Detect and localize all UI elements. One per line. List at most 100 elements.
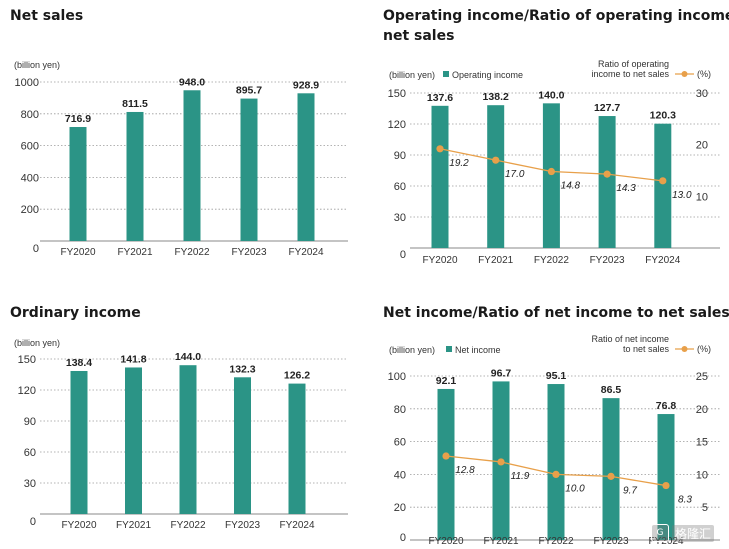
operating-income-title-line2: net sales bbox=[383, 28, 455, 44]
x-tick-2-0: FY2020 bbox=[61, 520, 96, 531]
bar-0-fy2022 bbox=[183, 90, 201, 241]
y-tick-0-2: 400 bbox=[21, 172, 39, 184]
unit-label-1: (billion yen) bbox=[389, 70, 435, 80]
ratio-label-1-0: 19.2 bbox=[449, 158, 469, 169]
watermark-logo-icon: G bbox=[651, 524, 669, 542]
bar-2-fy2020 bbox=[70, 370, 88, 514]
ratio-label-1-3: 14.3 bbox=[616, 183, 636, 194]
bar-1-fy2021 bbox=[487, 105, 505, 249]
y-tick-2-0: 0 bbox=[30, 516, 36, 528]
bar-value-label-0-4: 928.9 bbox=[293, 79, 319, 91]
legend-bar-label-1: Operating income bbox=[452, 70, 523, 80]
bar-value-label-2-4: 126.2 bbox=[284, 370, 310, 382]
ratio-point-3-4 bbox=[662, 481, 670, 490]
legend-line-label-a-1: Ratio of operating bbox=[598, 59, 669, 69]
x-tick-1-0: FY2020 bbox=[422, 255, 457, 266]
bar-1-fy2024 bbox=[654, 123, 672, 248]
x-tick-2-1: FY2021 bbox=[116, 520, 151, 531]
ratio-label-3-3: 9.7 bbox=[623, 485, 637, 496]
bar-value-label-1-2: 140.0 bbox=[538, 89, 564, 101]
right-unit-label-3: (%) bbox=[697, 344, 711, 354]
watermark: G 格隆汇 bbox=[651, 522, 727, 544]
ratio-point-1-2 bbox=[547, 167, 556, 176]
bar-3-fy2022 bbox=[547, 384, 565, 540]
x-tick-3-2: FY2022 bbox=[538, 536, 573, 547]
x-tick-0-4: FY2024 bbox=[288, 247, 323, 258]
bar-2-fy2023 bbox=[234, 377, 251, 514]
bar-value-label-3-0: 92.1 bbox=[436, 375, 457, 387]
bar-value-label-0-2: 948.0 bbox=[179, 76, 205, 88]
y-tick-0-3: 600 bbox=[21, 141, 39, 153]
x-tick-3-0: FY2020 bbox=[428, 536, 463, 547]
x-tick-2-3: FY2023 bbox=[225, 520, 260, 531]
x-tick-0-2: FY2022 bbox=[174, 247, 209, 258]
y2-tick-3-2: 15 bbox=[696, 437, 708, 449]
x-tick-3-3: FY2023 bbox=[593, 536, 628, 547]
bar-value-label-2-2: 144.0 bbox=[175, 351, 201, 363]
bar-3-fy2020 bbox=[437, 388, 455, 540]
legend-bar-swatch-1 bbox=[443, 71, 449, 77]
bar-1-fy2023 bbox=[598, 116, 616, 248]
y-tick-1-3: 90 bbox=[394, 150, 406, 162]
bar-value-label-1-4: 120.3 bbox=[650, 110, 676, 122]
ratio-label-1-1: 17.0 bbox=[505, 169, 525, 180]
bar-0-fy2020 bbox=[69, 127, 87, 241]
right-unit-label-1: (%) bbox=[697, 69, 711, 79]
y2-tick-3-3: 20 bbox=[696, 404, 708, 416]
y2-tick-1-1: 20 bbox=[696, 140, 708, 152]
bar-0-fy2023 bbox=[240, 98, 258, 241]
x-tick-1-4: FY2024 bbox=[645, 255, 680, 266]
legend-line-label-b-3: to net sales bbox=[623, 344, 670, 354]
legend-line-marker-3 bbox=[681, 346, 688, 352]
legend-line-label-a-3: Ratio of net income bbox=[591, 334, 669, 344]
y-tick-2-1: 30 bbox=[24, 478, 36, 490]
y-tick-0-1: 200 bbox=[21, 204, 39, 216]
ratio-label-3-0: 12.8 bbox=[455, 465, 475, 476]
ratio-label-1-4: 13.0 bbox=[672, 190, 692, 201]
y-tick-1-4: 120 bbox=[388, 119, 406, 131]
bar-3-fy2023 bbox=[602, 398, 620, 540]
y-tick-2-3: 90 bbox=[24, 416, 36, 428]
bar-value-label-1-3: 127.7 bbox=[594, 102, 620, 114]
y2-tick-3-0: 5 bbox=[702, 502, 708, 514]
y-tick-2-5: 150 bbox=[18, 354, 36, 366]
y-tick-2-2: 60 bbox=[24, 447, 36, 459]
bar-2-fy2021 bbox=[125, 367, 142, 514]
y-tick-1-2: 60 bbox=[394, 181, 406, 193]
bar-value-label-2-1: 141.8 bbox=[120, 353, 146, 365]
y2-tick-3-1: 10 bbox=[696, 469, 708, 481]
bar-value-label-3-4: 76.8 bbox=[656, 400, 677, 412]
x-tick-3-1: FY2021 bbox=[483, 536, 518, 547]
bar-value-label-1-0: 137.6 bbox=[427, 92, 453, 104]
ratio-point-1-1 bbox=[492, 156, 500, 164]
bar-value-label-0-1: 811.5 bbox=[122, 98, 148, 110]
unit-label-0: (billion yen) bbox=[14, 60, 60, 70]
unit-label-2: (billion yen) bbox=[14, 338, 60, 348]
ratio-label-3-2: 10.0 bbox=[565, 483, 585, 494]
x-tick-2-2: FY2022 bbox=[170, 520, 205, 531]
bar-value-label-2-0: 138.4 bbox=[66, 357, 92, 369]
bar-0-fy2021 bbox=[126, 111, 144, 241]
net-sales-title: Net sales bbox=[10, 8, 84, 24]
bar-value-label-3-3: 86.5 bbox=[601, 384, 622, 396]
x-tick-0-0: FY2020 bbox=[60, 247, 95, 258]
ratio-point-3-2 bbox=[552, 470, 560, 478]
x-tick-0-3: FY2023 bbox=[231, 247, 266, 258]
bar-1-fy2022 bbox=[542, 103, 560, 248]
bar-value-label-3-1: 96.7 bbox=[491, 367, 512, 379]
bar-value-label-0-0: 716.9 bbox=[65, 113, 91, 125]
y-tick-3-4: 80 bbox=[394, 404, 406, 416]
ratio-label-3-4: 8.3 bbox=[678, 495, 692, 506]
bar-value-label-3-2: 95.1 bbox=[546, 370, 567, 382]
y2-tick-3-4: 25 bbox=[696, 371, 708, 383]
ratio-point-1-3 bbox=[603, 170, 611, 178]
bar-value-label-1-1: 138.2 bbox=[483, 91, 509, 103]
y-tick-0-0: 0 bbox=[33, 243, 39, 255]
legend-bar-label-3: Net income bbox=[455, 345, 501, 355]
y-tick-3-1: 20 bbox=[394, 502, 406, 514]
bar-2-fy2024 bbox=[288, 383, 306, 514]
legend-line-marker-1 bbox=[681, 71, 688, 77]
y-tick-2-4: 120 bbox=[18, 385, 36, 397]
x-tick-0-1: FY2021 bbox=[117, 247, 152, 258]
